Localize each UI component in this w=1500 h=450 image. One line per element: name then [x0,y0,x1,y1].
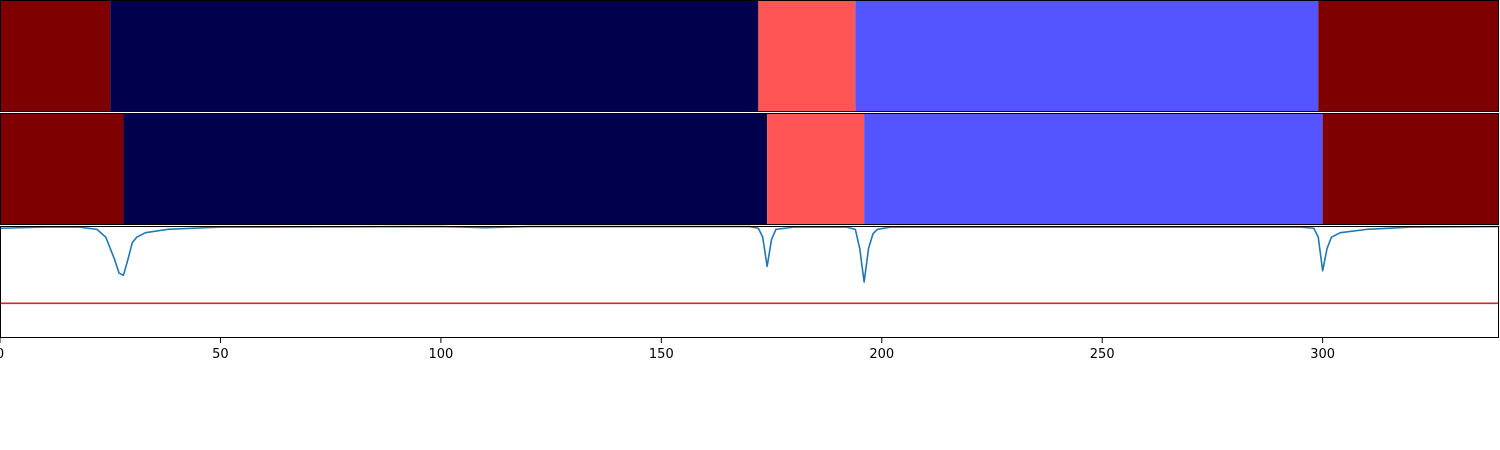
x-tick-label: 100 [428,347,453,362]
plot-background [0,226,1499,338]
top-segment-strip [0,0,1499,112]
segment-5 [1322,113,1499,225]
x-tick-label: 250 [1090,347,1115,362]
x-tick-label: 300 [1310,347,1335,362]
segment-1 [0,113,124,225]
segment-3 [767,113,865,225]
x-axis: 0 50 100 150 200 250 300 [0,338,1335,362]
segment-2 [110,0,759,112]
x-tick-label: 200 [869,347,894,362]
strip-frame [0,0,1499,112]
segment-4 [855,0,1319,112]
segment-1 [0,0,111,112]
series-line-1 [0,225,1500,283]
plot-frame [0,226,1499,338]
x-tick-label: 50 [212,347,229,362]
x-tick-label: 0 [0,347,4,362]
segment-4 [864,113,1323,225]
signal-line-plot [0,225,1500,338]
middle-segment-strip [0,113,1499,225]
strip-frame [0,113,1499,225]
segment-2 [123,113,768,225]
segment-5 [1318,0,1499,112]
x-tick-label: 150 [649,347,674,362]
segment-3 [758,0,856,112]
